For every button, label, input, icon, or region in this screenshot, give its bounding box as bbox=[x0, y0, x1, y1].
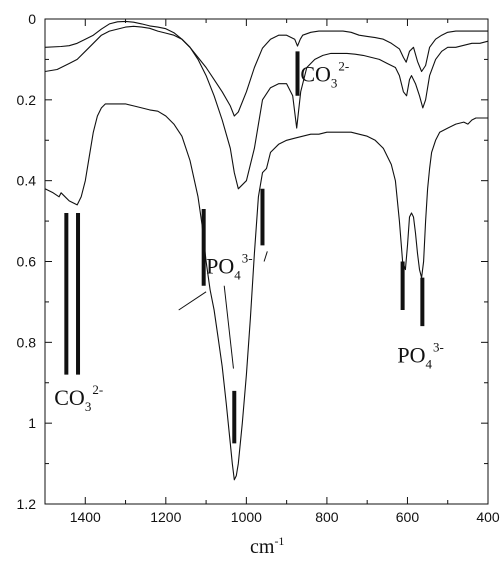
annotation-subscript: 4 bbox=[426, 357, 433, 372]
annotation-base: CO bbox=[300, 62, 331, 87]
annotation-po4-right: PO43- bbox=[397, 340, 443, 372]
x-axis-label-superscript: -1 bbox=[274, 534, 284, 548]
y-tick-label: 1.2 bbox=[17, 496, 37, 512]
annotation-subscript: 3 bbox=[331, 76, 338, 91]
tick-marks bbox=[44, 18, 489, 505]
y-tick-label: 0.2 bbox=[17, 92, 37, 108]
y-tick-label: 0.4 bbox=[17, 173, 37, 189]
annotation-co3-left: CO32- bbox=[54, 382, 103, 414]
x-tick-label: 400 bbox=[476, 509, 500, 525]
annotation-superscript: 3- bbox=[242, 251, 253, 266]
leader-line bbox=[223, 285, 234, 369]
annotation-base: PO bbox=[206, 254, 234, 279]
annotations: CO32-PO43-PO43-CO32- bbox=[54, 59, 444, 414]
x-tick-label: 800 bbox=[315, 509, 339, 525]
spectrum-line-3 bbox=[44, 103, 488, 481]
x-tick-label: 1200 bbox=[150, 509, 181, 525]
annotation-superscript: 3- bbox=[433, 340, 444, 355]
y-tick-label: 1 bbox=[28, 415, 36, 431]
x-tick-label: 1400 bbox=[70, 509, 101, 525]
y-tick-label: 0.6 bbox=[17, 254, 37, 270]
leader-lines bbox=[178, 251, 268, 369]
tick-labels: 1400 1200 1000 800 600 400 0 0.2 0.4 0.6 0.8 1 1.2 bbox=[17, 11, 500, 525]
x-axis-label-base: cm bbox=[250, 536, 275, 558]
y-tick-label: 0 bbox=[28, 11, 36, 27]
annotation-subscript: 4 bbox=[234, 268, 241, 283]
x-tick-label: 600 bbox=[396, 509, 420, 525]
annotation-base: PO bbox=[397, 343, 425, 368]
annotation-subscript: 3 bbox=[85, 399, 92, 414]
annotation-superscript: 2- bbox=[92, 382, 103, 397]
spectrum-line-1 bbox=[44, 20, 488, 117]
annotation-base: CO bbox=[54, 385, 85, 410]
x-tick-label: 1000 bbox=[231, 509, 262, 525]
annotation-co3-top: CO32- bbox=[300, 59, 349, 91]
annotation-po4-center: PO43- bbox=[206, 251, 252, 283]
x-axis-label: cm-1 bbox=[250, 534, 284, 558]
y-tick-label: 0.8 bbox=[17, 334, 37, 350]
plot-frame bbox=[44, 18, 489, 505]
marker-bars bbox=[64, 51, 425, 444]
leader-line bbox=[178, 291, 207, 311]
series-lines bbox=[44, 20, 489, 481]
spectrum-line-2 bbox=[44, 25, 489, 190]
leader-line bbox=[263, 251, 268, 262]
annotation-superscript: 2- bbox=[338, 59, 349, 74]
